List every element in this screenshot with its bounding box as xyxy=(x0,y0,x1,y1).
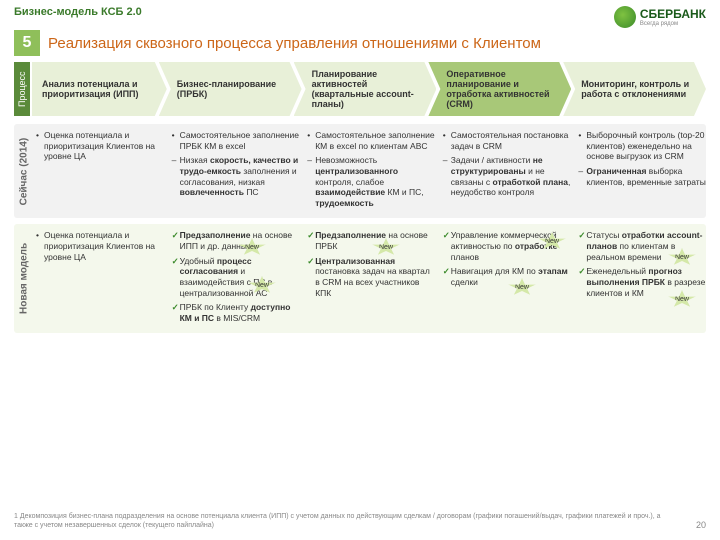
new-badge: New xyxy=(238,238,266,256)
list-item: Задачи / активности не структурированы и… xyxy=(441,155,571,198)
list-item: Предзаполнение на основе ИПП и др. данны… xyxy=(170,230,300,251)
list-item: Низкая скорость, качество и трудо-емкост… xyxy=(170,155,300,198)
list-item: Оценка потенциала и приоритизация Клиент… xyxy=(34,130,164,162)
list-item: Самостоятельное заполнение КМ в excel по… xyxy=(305,130,435,151)
column: Статусы отработки account-планов по клие… xyxy=(576,230,706,327)
arrow-step: Бизнес-планирование (ПРБК) xyxy=(159,62,302,116)
logo: СБЕРБАНК Всегда рядом xyxy=(614,6,706,28)
new-model-box: Новая модель Оценка потенциала и приорит… xyxy=(14,224,706,333)
list-item: Самостоятельная постановка задач в CRM xyxy=(441,130,571,151)
column: Самостоятельное заполнение КМ в excel по… xyxy=(305,130,435,212)
new-badge: New xyxy=(538,232,566,250)
new-model-label: Новая модель xyxy=(14,230,34,327)
column: Оценка потенциала и приоритизация Клиент… xyxy=(34,130,164,212)
list-item: Оценка потенциала и приоритизация Клиент… xyxy=(34,230,164,262)
new-badge: New xyxy=(372,238,400,256)
column: Самостоятельная постановка задач в CRM За… xyxy=(441,130,571,212)
footnote: 1 Декомпозиция бизнес-плана подразделени… xyxy=(14,513,680,530)
new-badge: New xyxy=(668,248,696,266)
list-item: Навигация для КМ по этапам сделки xyxy=(441,266,571,287)
column: Самостоятельное заполнение ПРБК КМ в exc… xyxy=(170,130,300,212)
page-number: 20 xyxy=(696,520,706,530)
arrow-step: Мониторинг, контроль и работа с отклонен… xyxy=(563,62,706,116)
list-item: Ограниченная выборка клиентов, временные… xyxy=(576,166,706,187)
new-badge: New xyxy=(668,290,696,308)
arrow-step: Оперативное планирование и отработка акт… xyxy=(428,62,571,116)
column: Выборочный контроль (top-20 клиентов) еж… xyxy=(576,130,706,212)
list-item: Предзаполнение на основе ПРБК xyxy=(305,230,435,251)
list-item: Централизованная постановка задач на ква… xyxy=(305,256,435,299)
list-item: Выборочный контроль (top-20 клиентов) еж… xyxy=(576,130,706,162)
new-badge: New xyxy=(248,276,276,294)
column: Оценка потенциала и приоритизация Клиент… xyxy=(34,230,164,327)
logo-text: СБЕРБАНК xyxy=(640,7,706,21)
page-title: Реализация сквозного процесса управления… xyxy=(48,35,541,52)
list-item: ПРБК по Клиенту доступно КМ и ПС в MIS/C… xyxy=(170,302,300,323)
slide-number-box: 5 xyxy=(14,30,40,56)
column: Предзаполнение на основе ПРБК Централизов… xyxy=(305,230,435,327)
new-badge: New xyxy=(508,278,536,296)
list-item: Самостоятельное заполнение ПРБК КМ в exc… xyxy=(170,130,300,151)
list-item: Невозможность централизованного контроля… xyxy=(305,155,435,208)
current-label: Сейчас (2014) xyxy=(14,130,34,212)
arrow-step: Планирование активностей (квартальные ac… xyxy=(294,62,437,116)
breadcrumb: Бизнес-модель КСБ 2.0 xyxy=(14,6,142,18)
current-state-box: Сейчас (2014) Оценка потенциала и приори… xyxy=(14,124,706,218)
logo-icon xyxy=(614,6,636,28)
process-label: Процесс xyxy=(14,62,30,116)
logo-subtitle: Всегда рядом xyxy=(640,21,706,27)
arrow-step: Анализ потенциала и приоритизация (ИПП) xyxy=(32,62,167,116)
list-item: Удобный процесс согласования и взаимодей… xyxy=(170,256,300,299)
column: Предзаполнение на основе ИПП и др. данны… xyxy=(170,230,300,327)
process-arrows: Анализ потенциала и приоритизация (ИПП) … xyxy=(30,62,706,116)
